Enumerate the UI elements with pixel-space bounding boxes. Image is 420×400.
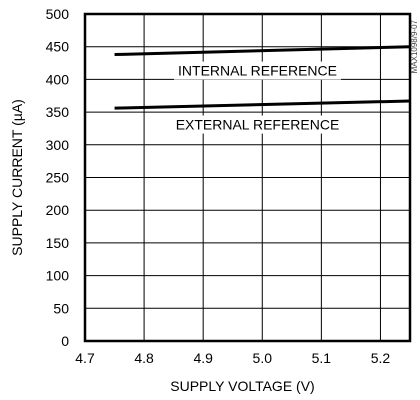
y-tick-label: 300: [46, 137, 70, 153]
x-tick-label: 5.2: [371, 350, 391, 366]
y-tick-label: 350: [46, 104, 70, 120]
x-tick-label: 5.0: [253, 350, 273, 366]
series-line: [114, 99, 411, 110]
y-tick-label: 450: [46, 39, 70, 55]
y-tick-label: 500: [46, 6, 70, 22]
x-tick-label: 4.7: [75, 350, 95, 366]
series-label-background: [171, 115, 344, 134]
series-name-label: EXTERNAL REFERENCE: [176, 117, 340, 133]
x-tick-label: 5.1: [312, 350, 332, 366]
x-tick-label: 4.8: [134, 350, 154, 366]
y-tick-label: 250: [46, 170, 70, 186]
y-tick-label: 400: [46, 71, 70, 87]
y-tick-label: 200: [46, 202, 70, 218]
x-axis-label: SUPPLY VOLTAGE (V): [170, 378, 314, 394]
x-tick-label: 4.9: [193, 350, 213, 366]
series-lines: [114, 45, 411, 110]
series-label-background: [174, 61, 341, 80]
y-tick-label: 50: [53, 300, 69, 316]
x-tick-labels: 4.7 4.8 4.9 5.0 5.1 5.2: [75, 350, 390, 366]
y-tick-label: 150: [46, 235, 70, 251]
series-line: [114, 45, 411, 57]
series-labels: INTERNAL REFERENCE EXTERNAL REFERENCE: [171, 61, 344, 134]
y-tick-labels: 0 50 100 150 200 250 300 350 400 450 500: [46, 6, 70, 349]
y-tick-label: 0: [61, 333, 69, 349]
series-name-label: INTERNAL REFERENCE: [178, 63, 337, 79]
y-axis-label: SUPPLY CURRENT (µA): [9, 99, 25, 256]
plot-frame: [83, 12, 412, 343]
figure-id-watermark: MAX1098/9-07: [410, 19, 419, 73]
y-tick-label: 100: [46, 268, 70, 284]
